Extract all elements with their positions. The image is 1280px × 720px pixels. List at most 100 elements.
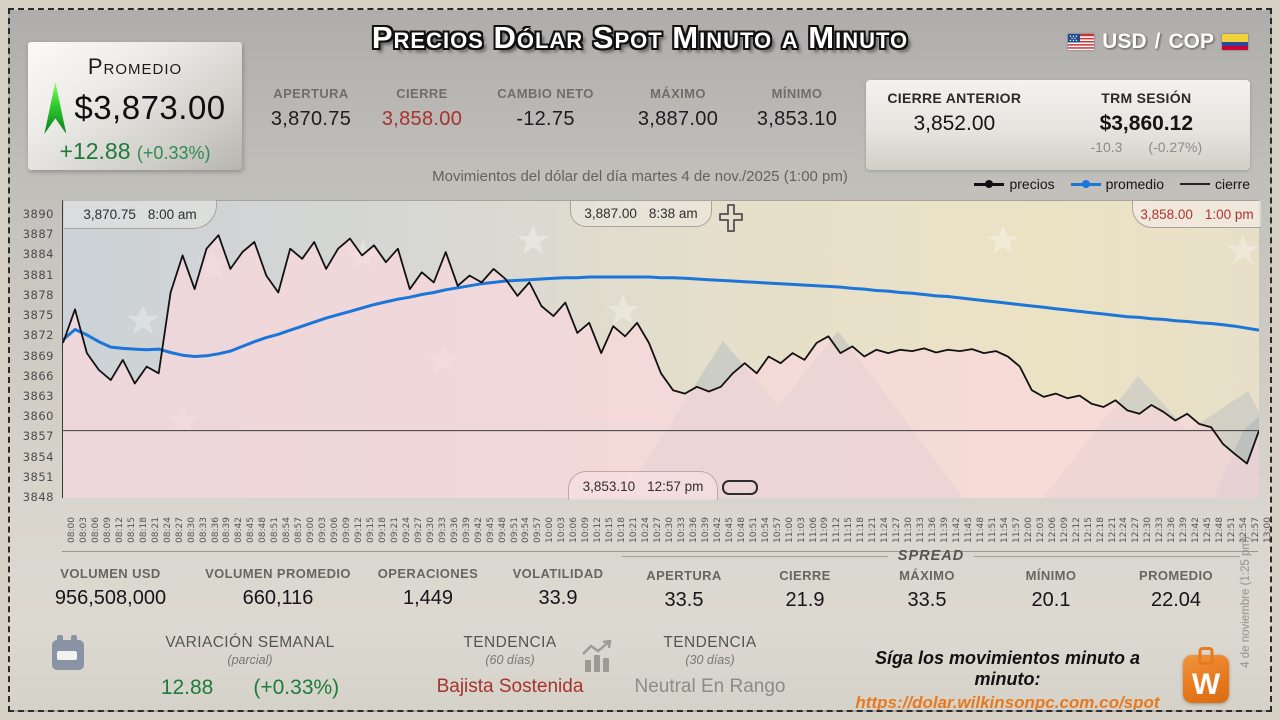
x-tick-label: 12:45 [1203, 517, 1214, 543]
lock-shackle-icon [1198, 647, 1214, 665]
legend-promedio: promedio [1070, 176, 1164, 192]
x-tick-label: 10:39 [700, 517, 711, 543]
x-tick-label: 10:15 [605, 517, 616, 543]
x-tick-label: 11:15 [844, 517, 855, 543]
x-tick-label: 08:42 [234, 517, 245, 543]
variacion-value: 12.88 [160, 676, 214, 699]
x-tick-label: 08:54 [282, 517, 293, 543]
y-tick-label: 3872 [22, 328, 54, 343]
tendencia-sub: (30 días) [685, 653, 735, 667]
site-link[interactable]: https://dolar.wilkinsonpc.com.co/spot [855, 693, 1160, 712]
promedio-label: Promedio [87, 54, 183, 79]
x-tick-label: 10:12 [593, 517, 604, 543]
x-tick-label: 11:57 [1011, 517, 1022, 543]
trm-value: $3,860.12 [1099, 112, 1194, 135]
promedio-swatch-icon [1070, 180, 1101, 188]
page-title: Precios Dólar Spot Minuto a Minuto [371, 20, 909, 55]
stat-value: 3,870.75 [270, 108, 352, 130]
x-tick-label: 08:15 [126, 517, 137, 543]
x-tick-label: 11:33 [916, 517, 927, 543]
annotation-value: 3,870.75 [83, 206, 136, 222]
promedio-change-pct: (+0.33%) [136, 143, 211, 163]
x-tick-label: 09:36 [449, 517, 460, 543]
x-tick-label: 11:51 [987, 517, 998, 543]
x-tick-label: 09:51 [509, 517, 520, 543]
stat-volatilidad: VOLATILIDAD 33.9 [493, 566, 623, 610]
y-tick-label: 3851 [22, 469, 54, 484]
x-tick-label: 11:06 [808, 517, 819, 543]
promedio-line [63, 275, 1259, 358]
stat-value: -12.75 [516, 108, 575, 130]
stat-label: MÍNIMO [1025, 568, 1077, 583]
x-tick-label: 12:06 [1047, 517, 1058, 543]
x-tick-label: 10:51 [748, 517, 759, 543]
stat-value: 21.9 [785, 589, 825, 611]
stat-value: 3,887.00 [637, 108, 719, 130]
x-tick-label: 12:33 [1155, 517, 1166, 543]
cierre-swatch-icon [1179, 183, 1210, 185]
chart-canvas [63, 201, 1259, 498]
x-tick-label: 10:33 [676, 517, 687, 543]
y-tick-label: 3875 [22, 308, 54, 323]
x-tick-label: 11:00 [784, 517, 795, 543]
x-tick-label: 10:06 [569, 517, 580, 543]
x-tick-label: 11:18 [856, 517, 867, 543]
x-tick-label: 09:15 [366, 517, 376, 543]
variacion-sub: (parcial) [227, 653, 273, 667]
stat-label: VOLATILIDAD [512, 566, 604, 581]
x-tick-label: 10:57 [772, 517, 783, 543]
spread-cierre: CIERRE 21.9 [746, 568, 864, 612]
y-tick-label: 3890 [22, 207, 54, 221]
stat-volumen-usd: VOLUMEN USD 956,508,000 [28, 566, 193, 610]
x-tick-label: 08:48 [258, 517, 269, 543]
stat-value: 33.9 [538, 587, 578, 609]
trend-chart-icon [582, 640, 612, 672]
stat-label: CIERRE [396, 86, 448, 101]
variacion-label: VARIACIÓN SEMANAL [165, 634, 335, 651]
tendencia-label: TENDENCIA [663, 634, 757, 651]
x-tick-label: 12:57 [1251, 517, 1262, 543]
annotation-time: 1:00 pm [1204, 206, 1254, 222]
x-tick-label: 12:48 [1215, 517, 1226, 543]
x-tick-label: 12:15 [1083, 517, 1094, 543]
x-tick-label: 11:36 [928, 517, 939, 543]
tendencia-value: Neutral En Rango [634, 676, 786, 697]
annotation-value: 3,887.00 [584, 206, 637, 221]
follow-cta: Síga los movimientos minuto a minuto: ht… [845, 648, 1170, 712]
x-tick-label: 12:09 [1059, 517, 1070, 543]
content-frame: Precios Dólar Spot Minuto a Minuto USD /… [8, 8, 1272, 712]
y-tick-label: 3857 [22, 429, 54, 444]
price-area-fill [63, 235, 1259, 498]
stat-label: MÁXIMO [650, 86, 706, 101]
session-stats: APERTURA 3,870.75 CIERRE 3,858.00 CAMBIO… [255, 86, 852, 131]
x-tick-label: 12:21 [1107, 517, 1118, 543]
x-tick-label: 11:03 [796, 517, 807, 543]
x-tick-label: 12:36 [1167, 517, 1178, 543]
y-tick-label: 3848 [22, 490, 54, 504]
x-tick-label: 11:42 [952, 517, 963, 543]
x-tick-label: 11:27 [892, 517, 903, 543]
x-tick-label: 10:45 [724, 517, 735, 543]
x-tick-label: 08:00 [67, 517, 77, 543]
spread-maximo: MÁXIMO 33.5 [864, 568, 990, 612]
x-tick-label: 09:33 [437, 517, 448, 543]
x-tick-label: 10:21 [629, 517, 640, 543]
wilkinson-logo: W [1183, 647, 1229, 703]
annotation-high: 3,887.00 8:38 am [570, 201, 712, 227]
pair-quote: COP [1168, 30, 1214, 53]
x-tick-label: 12:18 [1095, 517, 1106, 543]
tendencia-label: TENDENCIA [463, 634, 557, 651]
x-tick-label: 10:00 [545, 517, 556, 543]
y-tick-label: 3887 [22, 227, 54, 242]
stat-value: 33.5 [907, 589, 947, 611]
spread-stats: SPREAD APERTURA 33.5 CIERRE 21.9 MÁXIMO … [622, 548, 1240, 612]
currency-pair: USD / COP [1068, 30, 1248, 54]
stat-value: 1,449 [402, 587, 454, 609]
stat-operaciones: OPERACIONES 1,449 [363, 566, 493, 610]
spread-header: SPREAD [622, 548, 1240, 564]
stat-label: APERTURA [273, 86, 349, 101]
divider [622, 555, 888, 557]
stat-cambio-neto: CAMBIO NETO -12.75 [477, 86, 614, 131]
promedio-change: +12.88 [59, 138, 131, 164]
x-tick-label: 12:30 [1143, 517, 1154, 543]
